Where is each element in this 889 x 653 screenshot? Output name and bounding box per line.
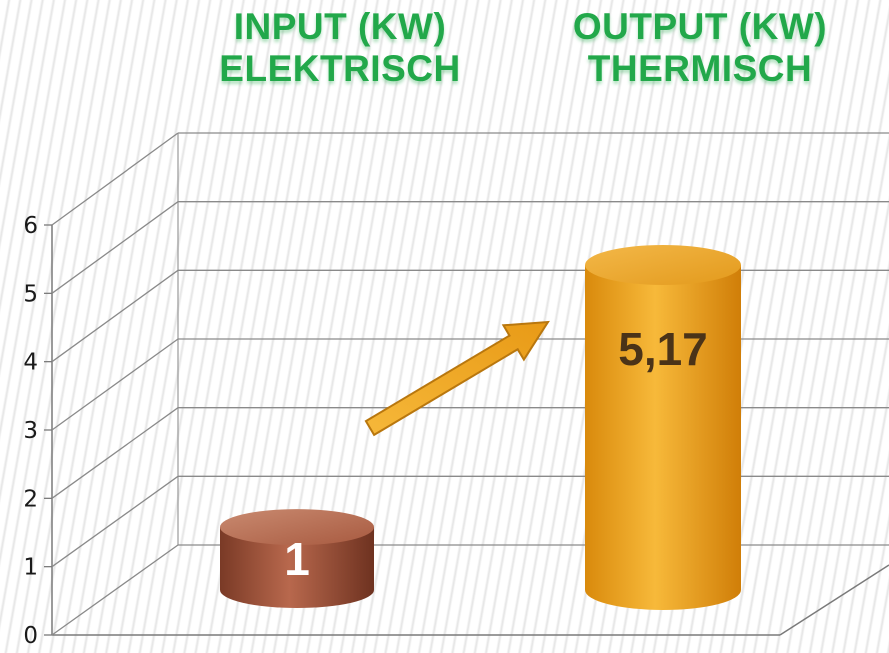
category-header-output: OUTPUT (KW) THERMISCH [560,6,840,90]
y-tick-label: 5 [23,281,38,307]
y-tick-label: 3 [23,418,38,444]
category-header-output-line2: THERMISCH [587,48,813,89]
y-axis-ticks: 0 1 2 3 4 5 6 [23,213,38,649]
data-label-input: 1 [284,533,310,585]
y-tick-label: 0 [23,623,38,649]
bar-output-body [585,264,741,610]
gridline-side [51,269,179,363]
bar-output [585,244,741,610]
y-tick-label: 2 [23,486,38,512]
y-tick-label: 6 [23,213,38,239]
bar-input [220,509,374,608]
gridline-side [51,544,179,636]
data-label-output: 5,17 [618,323,708,375]
gridline-side [51,132,179,226]
gridline-side [51,407,179,499]
bar-input-body [220,527,374,608]
category-header-input-line1: INPUT (KW) [233,6,447,47]
gridline-side [51,201,179,294]
chart-gridlines [44,132,889,636]
arrow-annotation [364,320,550,437]
category-header-input: INPUT (KW) ELEKTRISCH [205,6,475,90]
gridline-side [51,338,179,431]
y-tick-label: 4 [23,350,38,376]
bar-output-top [585,244,741,285]
category-header-input-line2: ELEKTRISCH [219,48,461,89]
gridline-side [51,475,179,568]
y-tick-label: 1 [23,555,38,581]
floor-right-edge [779,564,889,636]
bar-input-top [220,509,374,546]
category-header-output-line1: OUTPUT (KW) [572,6,828,47]
